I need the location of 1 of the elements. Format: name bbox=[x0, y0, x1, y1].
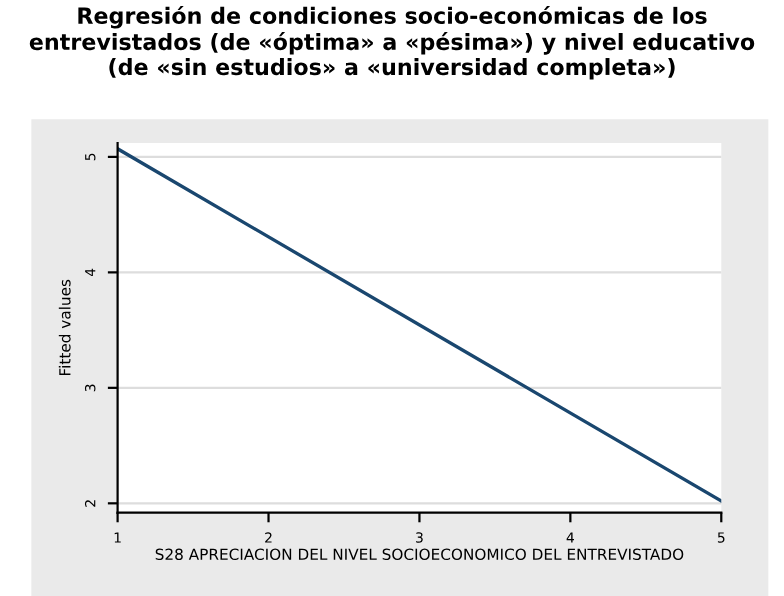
chart-title: Regresión de condiciones socio-económicas de los entrevistados (de «óptima» a «pésima») y nivel educativo (de «sin estudios» a «universidad completa») bbox=[29, 5, 755, 80]
